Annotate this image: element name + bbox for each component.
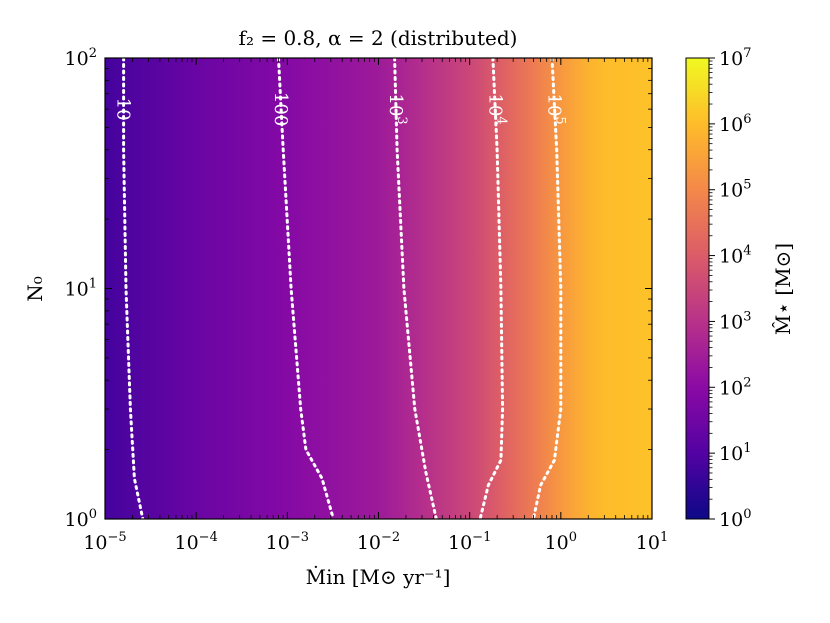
colorbar-axis: 100 101 102 103 104 105 106 107 xyxy=(709,46,751,531)
contour-line-3 xyxy=(393,58,438,519)
contour-label-3: 103 xyxy=(385,94,409,125)
y-tick-label-1: 100 xyxy=(65,507,97,531)
contour-lines: 10 100 103 104 105 xyxy=(113,58,568,519)
x-tick-label-4: 10−2 xyxy=(357,530,400,554)
colorbar xyxy=(685,57,710,520)
contour-label-4: 104 xyxy=(484,94,508,125)
y-tick-label-2: 101 xyxy=(65,277,97,301)
colorbar-tick-label-2: 101 xyxy=(719,441,751,465)
x-tick-label-7: 101 xyxy=(636,530,668,554)
svg-text:105: 105 xyxy=(544,94,568,125)
colorbar-tick-label-3: 102 xyxy=(719,375,751,399)
colorbar-tick-label-1: 100 xyxy=(719,507,751,531)
colorbar-title: M̂⋆ [M⊙] xyxy=(771,243,795,335)
contour-line-5 xyxy=(531,58,563,519)
x-axis-title: Ṁin [M⊙ yr⁻¹] xyxy=(306,565,451,589)
contour-label-5: 105 xyxy=(544,94,568,125)
x-axis: 10−5 10−4 10−3 10−2 10−1 100 101 xyxy=(83,58,668,554)
x-tick-label-2: 10−4 xyxy=(174,530,217,554)
colorbar-tick-label-8: 107 xyxy=(719,46,751,70)
svg-text:100: 100 xyxy=(270,92,291,126)
svg-text:103: 103 xyxy=(385,94,409,125)
colorbar-tick-label-7: 106 xyxy=(719,112,751,136)
contour-label-1: 10 xyxy=(113,98,134,121)
svg-text:104: 104 xyxy=(484,94,508,125)
chart-title: f₂ = 0.8, α = 2 (distributed) xyxy=(239,26,518,50)
y-axis: 100 101 102 xyxy=(65,46,652,531)
x-tick-label-1: 10−5 xyxy=(83,530,126,554)
colorbar-tick-label-4: 103 xyxy=(719,309,751,333)
x-tick-label-6: 100 xyxy=(545,530,577,554)
x-tick-label-3: 10−3 xyxy=(266,530,309,554)
contour-line-2 xyxy=(277,58,335,519)
svg-text:10: 10 xyxy=(113,98,134,121)
y-tick-label-3: 102 xyxy=(65,46,97,70)
contour-label-2: 100 xyxy=(270,92,291,126)
x-tick-label-5: 10−1 xyxy=(448,530,491,554)
contour-line-4 xyxy=(478,58,505,519)
heatmap-field xyxy=(105,58,652,519)
contour-line-1 xyxy=(122,58,145,519)
colorbar-tick-label-5: 104 xyxy=(719,244,751,268)
colorbar-tick-label-6: 105 xyxy=(719,178,751,202)
y-axis-title: N₀ xyxy=(23,276,47,302)
